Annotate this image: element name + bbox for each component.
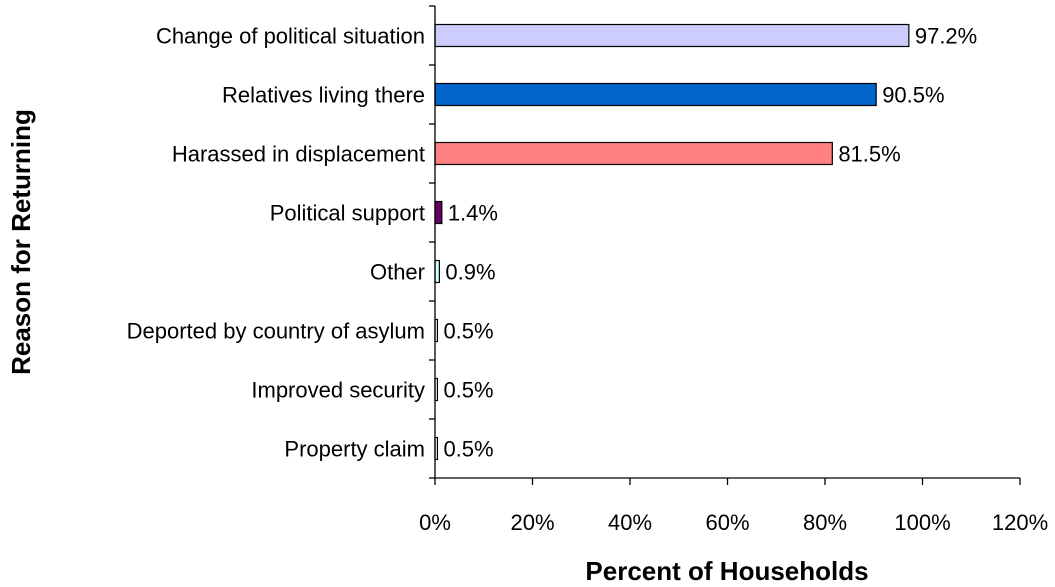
data-label: 97.2%	[915, 24, 977, 49]
bars-layer	[434, 23, 910, 461]
data-label: 0.5%	[443, 437, 493, 462]
data-label: 0.9%	[445, 260, 495, 285]
x-axis-title: Percent of Households	[585, 556, 868, 586]
category-label: Improved security	[251, 378, 425, 403]
bar	[434, 259, 440, 284]
data-label: 0.5%	[443, 319, 493, 344]
x-tick-label: 60%	[705, 510, 749, 535]
x-tick-label: 100%	[894, 510, 950, 535]
x-tick-label: 80%	[803, 510, 847, 535]
bar	[434, 82, 877, 107]
category-label: Relatives living there	[222, 83, 425, 108]
x-tick-label: 40%	[608, 510, 652, 535]
category-label: Other	[370, 260, 425, 285]
category-label: Political support	[270, 201, 425, 226]
bar	[434, 23, 910, 48]
data-label: 1.4%	[448, 201, 498, 226]
x-tick-label: 0%	[419, 510, 451, 535]
category-label: Property claim	[284, 437, 425, 462]
y-axis-title: Reason for Returning	[6, 109, 36, 375]
bar	[434, 200, 443, 225]
axes-layer	[434, 6, 1020, 479]
labels-layer: Change of political situation 97.2% Relati…	[127, 24, 1049, 536]
category-label: Change of political situation	[156, 24, 425, 49]
bar	[434, 141, 833, 166]
x-tick-label: 20%	[510, 510, 554, 535]
data-label: 0.5%	[443, 378, 493, 403]
category-label: Deported by country of asylum	[127, 319, 425, 344]
x-tick-label: 120%	[992, 510, 1048, 535]
data-label: 81.5%	[838, 142, 900, 167]
ticks-layer	[429, 5, 1021, 485]
category-label: Harassed in displacement	[172, 142, 425, 167]
data-label: 90.5%	[882, 83, 944, 108]
